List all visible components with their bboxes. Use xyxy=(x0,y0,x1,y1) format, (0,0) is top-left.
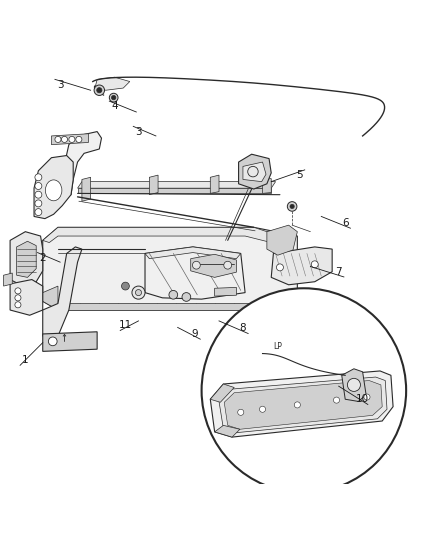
Circle shape xyxy=(347,378,360,391)
Circle shape xyxy=(333,397,339,403)
Circle shape xyxy=(35,191,42,198)
Circle shape xyxy=(121,282,129,290)
Polygon shape xyxy=(78,188,271,193)
Circle shape xyxy=(69,136,75,142)
Circle shape xyxy=(112,95,116,100)
Circle shape xyxy=(224,261,232,269)
Circle shape xyxy=(94,85,105,95)
Circle shape xyxy=(287,201,297,211)
Polygon shape xyxy=(219,377,387,433)
Polygon shape xyxy=(51,134,88,144)
Text: 9: 9 xyxy=(192,329,198,339)
Circle shape xyxy=(48,337,57,346)
Polygon shape xyxy=(10,232,43,286)
Polygon shape xyxy=(17,241,36,277)
Polygon shape xyxy=(95,77,130,90)
Text: 6: 6 xyxy=(342,218,349,228)
Polygon shape xyxy=(43,247,82,336)
Polygon shape xyxy=(43,332,97,351)
Text: 2: 2 xyxy=(39,253,46,263)
Circle shape xyxy=(276,264,283,271)
Text: 1: 1 xyxy=(22,355,28,365)
Circle shape xyxy=(61,136,67,142)
Polygon shape xyxy=(342,369,366,401)
Text: 3: 3 xyxy=(135,126,142,136)
Polygon shape xyxy=(267,225,297,255)
Circle shape xyxy=(238,409,244,415)
Circle shape xyxy=(259,406,265,413)
Circle shape xyxy=(76,136,82,142)
Circle shape xyxy=(192,261,200,269)
Polygon shape xyxy=(149,175,158,195)
Polygon shape xyxy=(82,177,91,201)
Polygon shape xyxy=(262,179,271,193)
Circle shape xyxy=(110,93,118,102)
Circle shape xyxy=(97,87,102,93)
Circle shape xyxy=(364,394,370,400)
Polygon shape xyxy=(215,287,237,296)
Polygon shape xyxy=(4,273,12,286)
Text: 7: 7 xyxy=(336,266,342,277)
Circle shape xyxy=(35,182,42,189)
Circle shape xyxy=(169,290,178,299)
Polygon shape xyxy=(34,156,73,219)
Polygon shape xyxy=(210,371,393,437)
Circle shape xyxy=(55,136,61,142)
Circle shape xyxy=(15,295,21,301)
Text: LP: LP xyxy=(273,342,282,351)
Circle shape xyxy=(35,200,42,207)
Polygon shape xyxy=(243,162,266,182)
Text: 10: 10 xyxy=(356,394,369,404)
Circle shape xyxy=(182,293,191,301)
Circle shape xyxy=(311,261,318,268)
Text: 3: 3 xyxy=(57,79,64,90)
Text: 5: 5 xyxy=(296,170,303,180)
Polygon shape xyxy=(10,279,43,315)
Polygon shape xyxy=(64,132,102,197)
Polygon shape xyxy=(145,247,245,299)
Polygon shape xyxy=(43,286,58,310)
Circle shape xyxy=(132,286,145,299)
Polygon shape xyxy=(43,228,297,310)
Polygon shape xyxy=(271,247,332,285)
Circle shape xyxy=(201,288,406,493)
Polygon shape xyxy=(210,175,219,193)
Polygon shape xyxy=(210,384,234,402)
Polygon shape xyxy=(239,154,271,189)
Polygon shape xyxy=(78,182,276,188)
Circle shape xyxy=(35,208,42,215)
Text: 8: 8 xyxy=(240,324,246,333)
Polygon shape xyxy=(191,254,237,277)
Ellipse shape xyxy=(46,180,62,201)
Text: 11: 11 xyxy=(119,320,132,330)
Polygon shape xyxy=(58,303,271,310)
Text: 4: 4 xyxy=(111,101,118,111)
Circle shape xyxy=(15,302,21,308)
Circle shape xyxy=(35,174,42,181)
Circle shape xyxy=(15,288,21,294)
Polygon shape xyxy=(224,381,382,429)
Circle shape xyxy=(290,204,294,208)
Polygon shape xyxy=(43,228,280,243)
Circle shape xyxy=(248,166,258,177)
Circle shape xyxy=(294,402,300,408)
Circle shape xyxy=(135,289,141,296)
Polygon shape xyxy=(145,247,241,259)
Polygon shape xyxy=(215,425,240,437)
